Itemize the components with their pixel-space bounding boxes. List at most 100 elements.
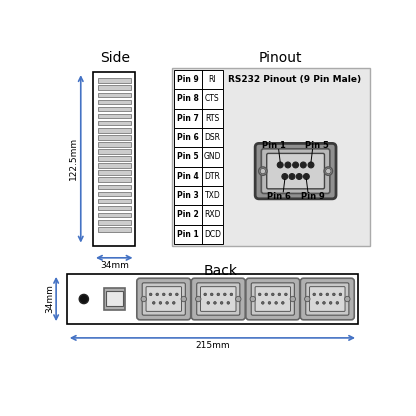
Ellipse shape <box>213 302 216 304</box>
Bar <box>174 147 223 167</box>
Bar <box>98 114 131 119</box>
Text: 34mm: 34mm <box>100 261 129 270</box>
Ellipse shape <box>282 173 288 179</box>
Ellipse shape <box>235 296 241 302</box>
Text: RS232 Pinout (9 Pin Male): RS232 Pinout (9 Pin Male) <box>228 74 361 84</box>
Ellipse shape <box>285 162 291 168</box>
Ellipse shape <box>261 302 264 304</box>
Text: 122.5mm: 122.5mm <box>69 137 79 181</box>
FancyBboxPatch shape <box>255 287 290 311</box>
Text: 34mm: 34mm <box>45 285 54 313</box>
Ellipse shape <box>316 302 319 304</box>
Bar <box>98 227 131 232</box>
Ellipse shape <box>152 302 155 304</box>
Bar <box>98 206 131 210</box>
Bar <box>98 149 131 154</box>
Ellipse shape <box>336 302 339 304</box>
Ellipse shape <box>265 293 267 296</box>
Text: Pin 6: Pin 6 <box>177 133 199 142</box>
Ellipse shape <box>285 293 287 296</box>
Ellipse shape <box>196 296 201 302</box>
FancyBboxPatch shape <box>146 287 181 311</box>
Text: DSR: DSR <box>204 133 220 142</box>
Bar <box>174 167 223 186</box>
Ellipse shape <box>176 293 178 296</box>
Ellipse shape <box>207 302 210 304</box>
Text: Pin 1: Pin 1 <box>262 141 286 150</box>
Bar <box>174 186 223 205</box>
Ellipse shape <box>305 296 310 302</box>
Text: RI: RI <box>208 75 216 84</box>
Ellipse shape <box>344 296 350 302</box>
Ellipse shape <box>326 168 331 174</box>
Ellipse shape <box>275 302 277 304</box>
Bar <box>106 291 123 306</box>
FancyBboxPatch shape <box>310 287 345 311</box>
Ellipse shape <box>329 302 332 304</box>
Text: 215mm: 215mm <box>195 341 230 350</box>
Ellipse shape <box>290 296 295 302</box>
Bar <box>98 85 131 90</box>
Bar <box>98 171 131 175</box>
Ellipse shape <box>162 293 165 296</box>
Bar <box>174 89 223 109</box>
Text: Pin 5: Pin 5 <box>177 152 198 161</box>
Text: CTS: CTS <box>205 94 220 104</box>
Text: Pin 2: Pin 2 <box>177 210 199 220</box>
Bar <box>172 68 369 245</box>
FancyBboxPatch shape <box>251 283 295 315</box>
Bar <box>98 93 131 97</box>
FancyBboxPatch shape <box>201 287 236 311</box>
Text: Pin 4: Pin 4 <box>177 172 199 181</box>
Ellipse shape <box>258 293 261 296</box>
Bar <box>98 213 131 218</box>
Bar <box>98 135 131 140</box>
Bar <box>93 72 136 245</box>
Ellipse shape <box>282 302 284 304</box>
Ellipse shape <box>230 293 233 296</box>
FancyBboxPatch shape <box>261 149 330 193</box>
Ellipse shape <box>217 293 220 296</box>
Bar <box>104 288 125 310</box>
FancyBboxPatch shape <box>246 278 300 320</box>
Bar <box>98 156 131 161</box>
FancyBboxPatch shape <box>306 283 349 315</box>
Text: Pin 3: Pin 3 <box>177 191 199 200</box>
Text: Pin 9: Pin 9 <box>301 192 324 201</box>
Text: Pin 9: Pin 9 <box>177 75 199 84</box>
Ellipse shape <box>289 173 295 179</box>
Ellipse shape <box>159 302 162 304</box>
FancyBboxPatch shape <box>255 144 336 199</box>
Ellipse shape <box>204 293 206 296</box>
Ellipse shape <box>272 293 274 296</box>
FancyBboxPatch shape <box>300 278 354 320</box>
FancyBboxPatch shape <box>191 278 245 320</box>
Bar <box>98 178 131 182</box>
Ellipse shape <box>277 162 283 168</box>
Text: DTR: DTR <box>205 172 220 181</box>
Ellipse shape <box>303 173 310 179</box>
Bar <box>67 274 358 324</box>
Text: Pin 7: Pin 7 <box>177 114 199 123</box>
Bar <box>98 128 131 133</box>
Ellipse shape <box>278 293 281 296</box>
Bar <box>98 185 131 189</box>
Text: TXD: TXD <box>205 191 220 200</box>
Text: Pin 8: Pin 8 <box>177 94 199 104</box>
Ellipse shape <box>169 293 172 296</box>
Ellipse shape <box>166 302 168 304</box>
Ellipse shape <box>220 302 223 304</box>
Text: DCD: DCD <box>204 230 221 239</box>
Ellipse shape <box>332 293 335 296</box>
Bar <box>98 107 131 111</box>
Ellipse shape <box>326 293 329 296</box>
Text: Pin 5: Pin 5 <box>305 141 329 150</box>
FancyBboxPatch shape <box>137 278 191 320</box>
Ellipse shape <box>293 162 299 168</box>
Ellipse shape <box>79 295 89 304</box>
Text: GND: GND <box>204 152 221 161</box>
Ellipse shape <box>296 173 302 179</box>
Text: Pin 1: Pin 1 <box>177 230 199 239</box>
Ellipse shape <box>181 296 186 302</box>
Bar <box>98 121 131 126</box>
